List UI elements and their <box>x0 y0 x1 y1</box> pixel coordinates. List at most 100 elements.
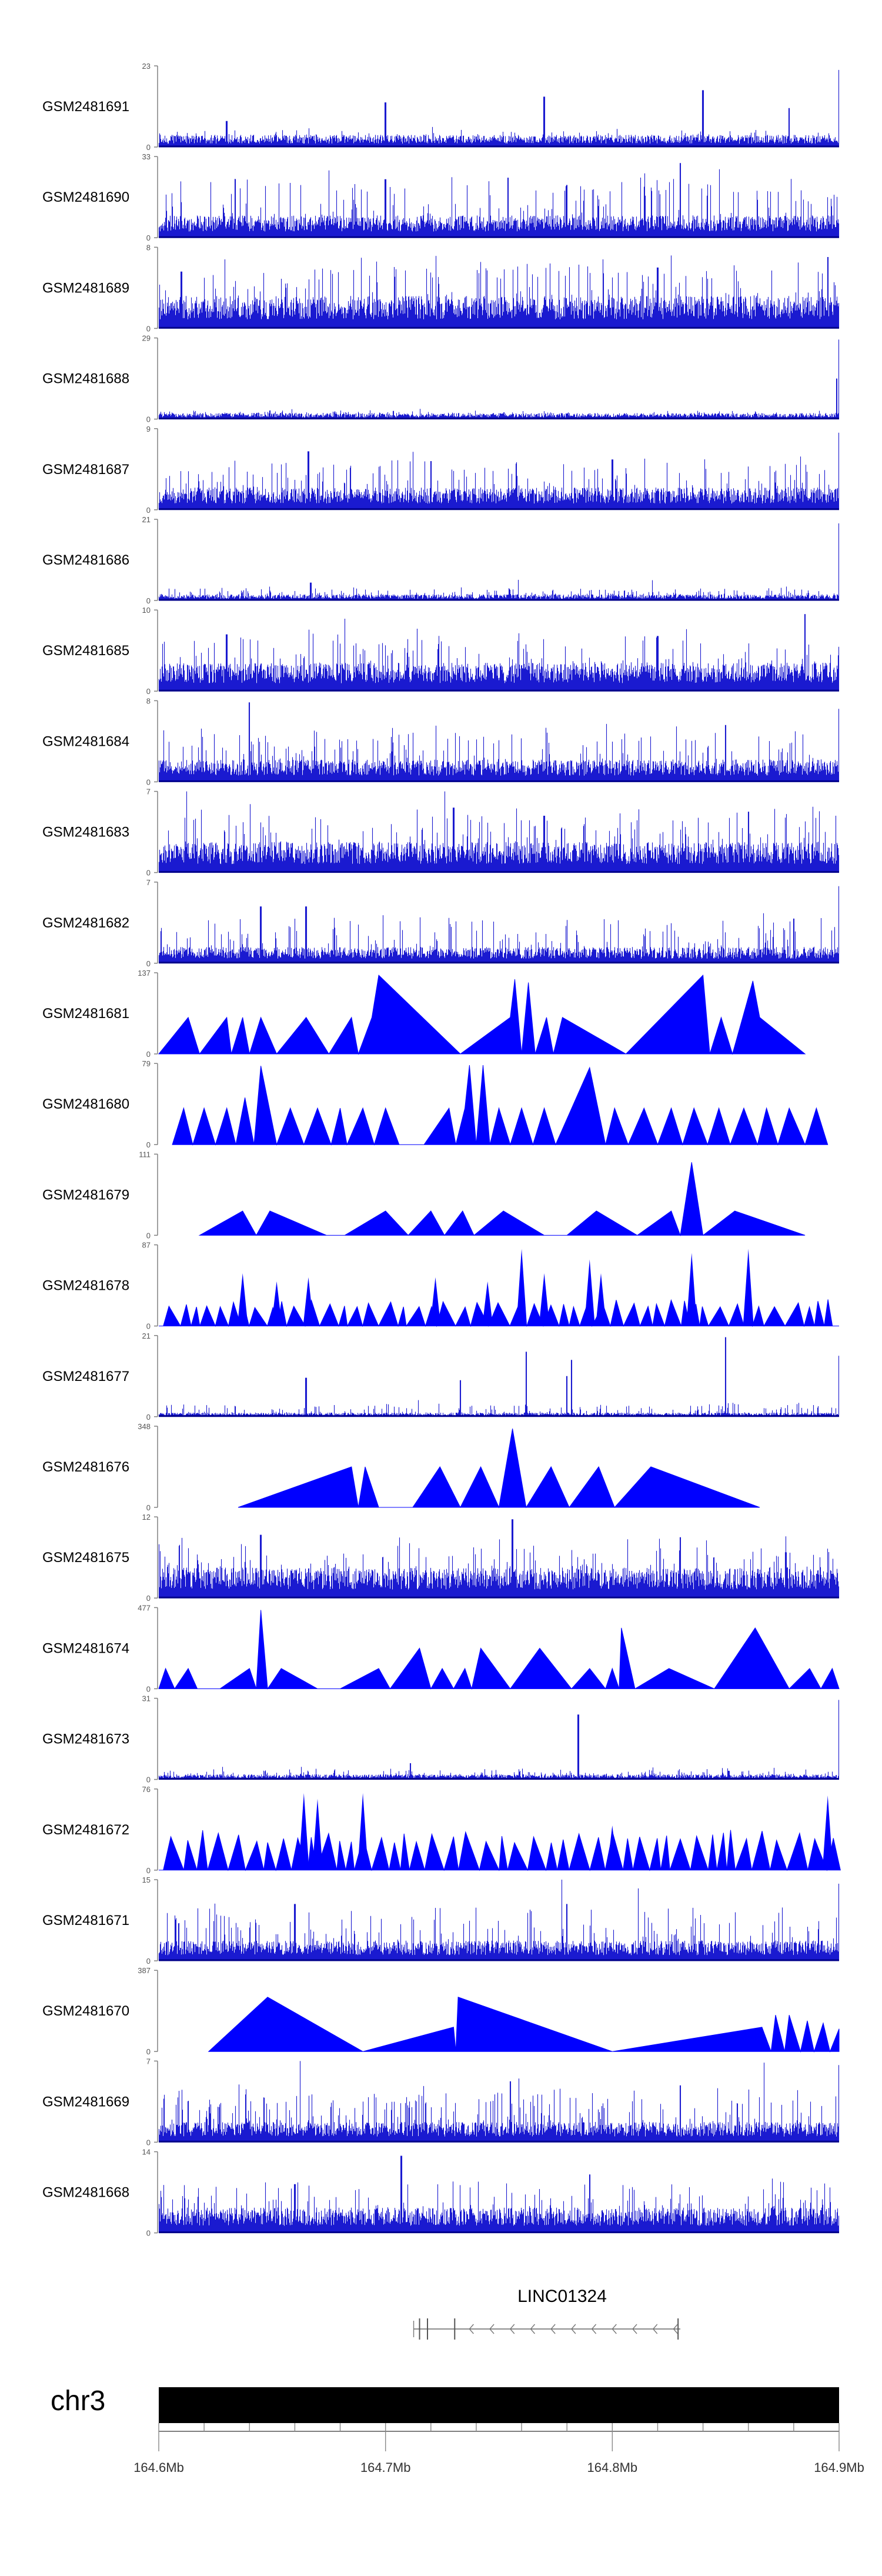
track-GSM2481684: GSM2481684 8 0 <box>42 696 840 786</box>
y-axis-min-label: 0 <box>146 687 151 696</box>
y-axis-max-label: 348 <box>138 1422 151 1431</box>
y-axis-min-label: 0 <box>146 2229 151 2238</box>
track-label: GSM2481687 <box>42 462 129 478</box>
track-label: GSM2481682 <box>42 915 129 931</box>
y-axis-max-label: 7 <box>146 878 151 887</box>
track-label: GSM2481688 <box>42 371 129 387</box>
coverage-peak <box>298 1793 309 1870</box>
y-axis-max-label: 387 <box>138 1966 151 1975</box>
coverage-signal <box>158 2155 840 2233</box>
coverage-peak <box>822 1795 833 1870</box>
track-label: GSM2481685 <box>42 643 129 659</box>
coverage-signal <box>158 255 840 329</box>
y-axis-min-label: 0 <box>146 1776 151 1784</box>
track-GSM2481673: GSM2481673 31 0 <box>42 1694 840 1784</box>
track-label: GSM2481673 <box>42 1731 129 1747</box>
y-axis-min-label: 0 <box>146 324 151 333</box>
axis-tick-label: 164.9Mb <box>814 2460 864 2475</box>
track-GSM2481671: GSM2481671 15 0 <box>42 1876 840 1966</box>
track-label: GSM2481670 <box>42 2003 129 2019</box>
y-axis-max-label: 31 <box>142 1694 151 1703</box>
axis-tick-label: 164.6Mb <box>133 2460 184 2475</box>
y-axis-max-label: 8 <box>146 696 151 705</box>
coverage-peak <box>607 1825 618 1870</box>
y-axis-min-label: 0 <box>146 415 151 424</box>
y-axis-min-label: 0 <box>146 1957 151 1966</box>
gene-strand-arrow <box>489 2324 495 2334</box>
coverage-peak <box>516 1249 527 1326</box>
track-label: GSM2481680 <box>42 1096 129 1112</box>
track-label: GSM2481679 <box>42 1187 129 1203</box>
coverage-peak <box>358 1793 369 1870</box>
y-axis-min-label: 0 <box>146 1140 151 1149</box>
y-axis-max-label: 23 <box>142 62 151 71</box>
coverage-area <box>238 1429 760 1509</box>
y-axis-max-label: 33 <box>142 152 151 161</box>
chromosome-ideogram: chr3 <box>51 2385 839 2423</box>
axis-tick-label: 164.8Mb <box>587 2460 638 2475</box>
y-axis-min-label: 0 <box>146 1413 151 1422</box>
y-axis-min-label: 0 <box>146 2138 151 2147</box>
coverage-peak <box>584 1259 595 1326</box>
coverage-signal <box>158 432 840 510</box>
y-axis-min-label: 0 <box>146 959 151 968</box>
track-GSM2481669: GSM2481669 7 0 <box>42 2057 840 2147</box>
coverage-area <box>172 1065 828 1146</box>
y-axis-min-label: 0 <box>146 1050 151 1059</box>
track-GSM2481686: GSM2481686 21 0 <box>42 515 840 605</box>
track-label: GSM2481675 <box>42 1550 129 1566</box>
coverage-peak <box>539 1273 550 1326</box>
track-label: GSM2481676 <box>42 1459 129 1475</box>
y-axis-max-label: 137 <box>138 969 151 977</box>
y-axis-max-label: 76 <box>142 1785 151 1794</box>
coverage-peak <box>482 1281 493 1326</box>
axis-tick-label: 164.7Mb <box>360 2460 411 2475</box>
track-GSM2481689: GSM2481689 8 0 <box>42 243 840 333</box>
track-GSM2481688: GSM2481688 29 0 <box>42 334 840 424</box>
y-axis-max-label: 7 <box>146 2057 151 2066</box>
track-GSM2481690: GSM2481690 33 0 <box>42 152 840 242</box>
gene-strand-arrow <box>632 2324 637 2334</box>
gene-strand-arrow <box>652 2324 658 2334</box>
gene-strand-arrow <box>530 2324 536 2334</box>
y-axis-max-label: 111 <box>139 1150 151 1159</box>
coverage-signal <box>158 886 840 963</box>
track-GSM2481670: GSM2481670 387 0 <box>42 1966 840 2056</box>
y-axis-max-label: 477 <box>138 1603 151 1612</box>
coverage-area <box>158 1610 840 1690</box>
track-GSM2481674: GSM2481674 477 0 <box>42 1603 840 1693</box>
coverage-area <box>198 1162 806 1237</box>
gene-strand-arrow <box>469 2324 474 2334</box>
y-axis-min-label: 0 <box>146 596 151 605</box>
track-GSM2481691: GSM2481691 23 0 <box>42 62 840 152</box>
gene-model: LINC01324 <box>413 2287 681 2340</box>
coverage-signal <box>158 791 840 873</box>
y-axis-max-label: 21 <box>142 1332 151 1340</box>
coverage-signal <box>158 2061 840 2143</box>
y-axis-min-label: 0 <box>146 1594 151 1603</box>
y-axis-min-label: 0 <box>146 778 151 786</box>
y-axis-max-label: 14 <box>142 2148 151 2157</box>
gene-strand-arrow <box>550 2324 556 2334</box>
track-label: GSM2481672 <box>42 1822 129 1838</box>
track-GSM2481687: GSM2481687 9 0 <box>42 425 840 515</box>
coverage-peak <box>303 1277 314 1326</box>
coverage-signal <box>158 1519 840 1599</box>
coverage-signal <box>158 1880 840 1961</box>
gene-strand-arrow <box>673 2324 678 2334</box>
y-axis-max-label: 8 <box>146 243 151 252</box>
track-GSM2481683: GSM2481683 7 0 <box>42 788 840 877</box>
coverage-peak <box>312 1798 323 1870</box>
gene-strand-arrow <box>509 2324 515 2334</box>
track-GSM2481677: GSM2481677 21 0 <box>42 1332 840 1422</box>
track-label: GSM2481690 <box>42 189 129 205</box>
gene-strand-arrow <box>612 2324 617 2334</box>
track-label: GSM2481691 <box>42 99 129 115</box>
y-axis-min-label: 0 <box>146 1866 151 1875</box>
y-axis-min-label: 0 <box>146 2047 151 2056</box>
gene-strand-arrow <box>570 2324 576 2334</box>
chromosome-bar <box>159 2387 839 2423</box>
track-label: GSM2481683 <box>42 825 129 840</box>
coverage-area <box>159 1299 839 1327</box>
track-label: GSM2481678 <box>42 1278 129 1294</box>
